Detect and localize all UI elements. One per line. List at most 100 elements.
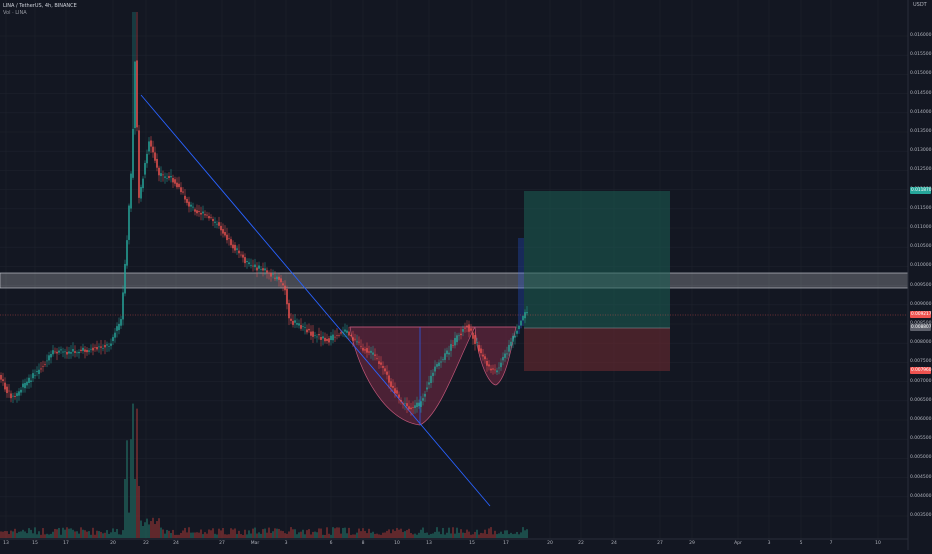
candle: [456, 335, 458, 343]
volume-bar: [242, 534, 244, 538]
volume-bar: [464, 532, 466, 538]
volume-bar: [328, 533, 330, 538]
price-axis-label: 0.011000: [910, 225, 932, 230]
candle: [250, 265, 252, 266]
volume-bar: [410, 533, 412, 538]
volume-bar: [202, 534, 204, 538]
candle: [498, 367, 500, 369]
volume-bar: [424, 532, 426, 538]
volume-bar: [384, 532, 386, 538]
volume-bar: [326, 527, 328, 538]
volume-bar: [80, 527, 82, 538]
volume-bar: [488, 528, 490, 538]
volume-bar: [412, 534, 414, 538]
candle: [432, 372, 434, 377]
volume-bar: [264, 528, 266, 538]
volume-bar: [200, 529, 202, 538]
volume-bar: [466, 529, 468, 538]
volume-bar: [56, 529, 58, 538]
volume-bar: [354, 534, 356, 538]
candle: [476, 342, 478, 343]
candle: [402, 403, 404, 405]
candle: [14, 396, 16, 397]
candle: [42, 366, 44, 367]
volume-bar: [468, 531, 470, 538]
volume-bar: [348, 527, 350, 538]
time-axis-label: Apr: [734, 541, 742, 546]
candle: [112, 337, 114, 342]
loss-zone[interactable]: [524, 328, 670, 371]
candle: [90, 348, 92, 350]
time-axis-label: 3: [767, 541, 771, 546]
volume-bar: [294, 529, 296, 538]
volume-bar: [346, 533, 348, 538]
candle: [496, 370, 498, 373]
candle: [208, 216, 210, 219]
volume-bar: [238, 530, 240, 538]
trendline[interactable]: [140, 94, 491, 507]
volume-bar: [246, 534, 248, 538]
volume-bar: [130, 439, 132, 538]
candle: [338, 334, 340, 336]
volume-bar: [416, 534, 418, 538]
candle: [342, 332, 344, 334]
price-axis-label: 0.013000: [910, 148, 932, 154]
candle: [508, 344, 510, 352]
volume-bar: [110, 532, 112, 538]
volume-bar: [372, 531, 374, 538]
profit-zone[interactable]: [524, 191, 670, 328]
candle: [108, 346, 110, 347]
volume-bar: [132, 403, 134, 538]
volume-bar: [496, 534, 498, 538]
candle: [290, 318, 292, 321]
volume-bar: [308, 529, 310, 538]
candle: [314, 335, 316, 336]
price-axis-label: 0.004500: [910, 474, 932, 480]
volume-bar: [526, 529, 528, 538]
volume-bar: [426, 532, 428, 538]
volume-bar: [374, 533, 376, 538]
volume-bar: [344, 527, 346, 538]
volume-bar: [474, 531, 476, 538]
candle: [510, 341, 512, 346]
candle: [122, 292, 124, 320]
candle: [396, 390, 398, 394]
volume-bar: [408, 528, 410, 538]
candle: [98, 346, 100, 348]
price-axis-label: 0.006500: [910, 397, 932, 403]
currency-label: USDT: [913, 2, 927, 8]
volume-bar: [4, 531, 6, 538]
candle: [450, 344, 452, 351]
candle: [26, 381, 28, 386]
candle: [126, 240, 128, 266]
candle: [280, 278, 282, 283]
volume-bar: [268, 527, 270, 538]
volume-bar: [146, 518, 148, 538]
candle: [326, 338, 328, 341]
volume-bar: [404, 531, 406, 538]
candle: [236, 248, 238, 250]
volume-bar: [86, 531, 88, 538]
volume-bar: [332, 527, 334, 538]
candle: [330, 335, 332, 341]
candle: [38, 369, 40, 374]
time-axis-label: 22: [143, 541, 149, 546]
candle: [378, 361, 380, 364]
candle: [462, 329, 464, 332]
candle: [140, 186, 142, 199]
handle-pattern[interactable]: [474, 326, 517, 386]
volume-bar: [34, 527, 36, 538]
volume-bar: [14, 528, 16, 538]
time-axis-label: 20: [547, 541, 553, 546]
candle: [380, 362, 382, 365]
volume-bar: [452, 527, 454, 538]
volume-bar: [84, 530, 86, 538]
candle: [36, 371, 38, 373]
candle: [376, 358, 378, 359]
candle: [512, 335, 514, 342]
volume-bar: [64, 529, 66, 538]
candle: [228, 238, 230, 240]
candle: [172, 177, 174, 183]
